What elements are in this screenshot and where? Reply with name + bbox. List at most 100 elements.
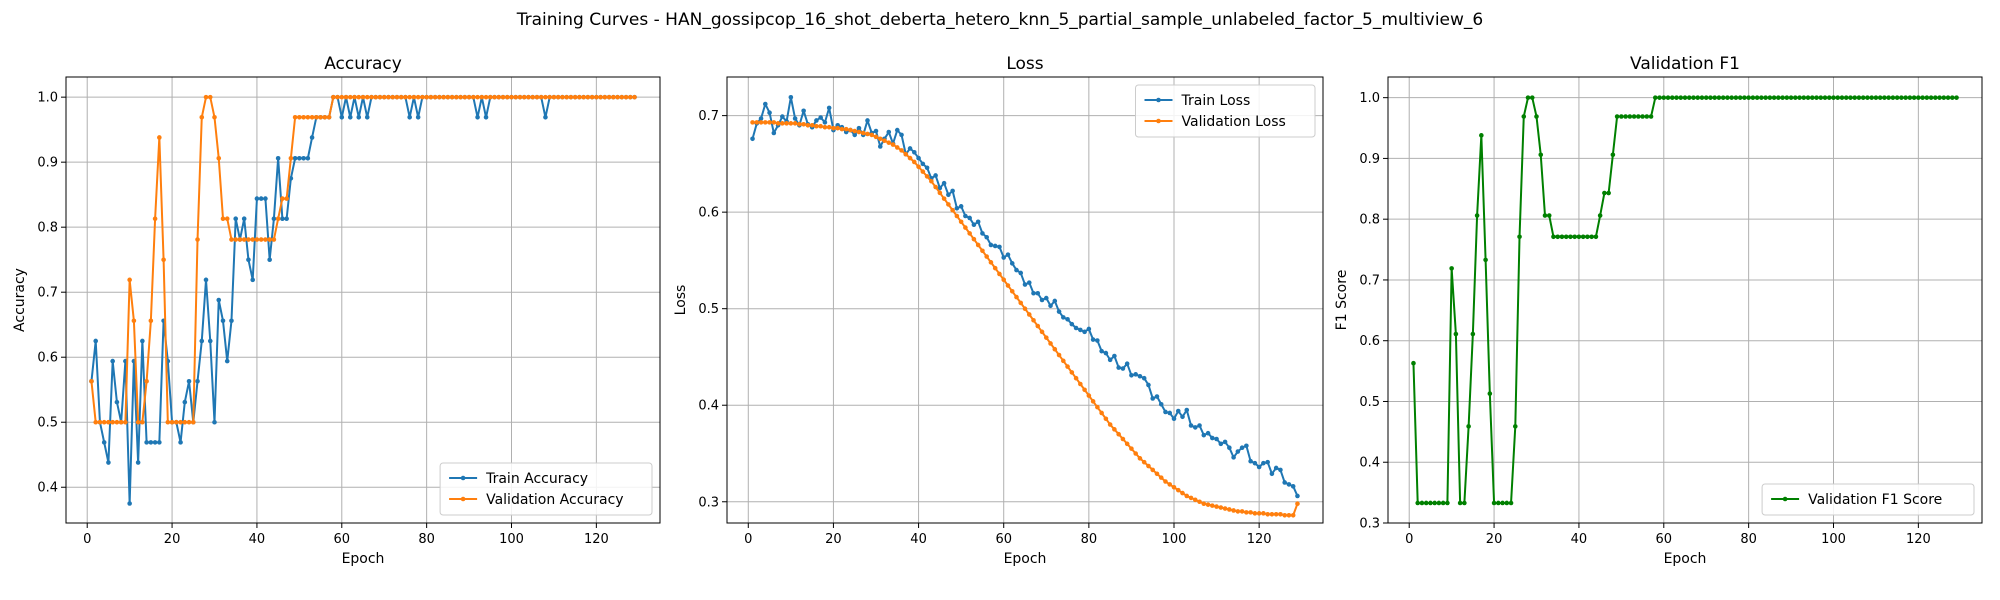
x-tick-label: 60 (334, 532, 351, 547)
data-point (1843, 95, 1849, 100)
data-point (106, 460, 111, 465)
data-point (1848, 95, 1853, 100)
data-point (958, 219, 964, 225)
data-point (581, 94, 586, 100)
data-point (309, 135, 315, 140)
data-point (1877, 95, 1883, 100)
data-point (263, 196, 268, 201)
x-tick-label: 80 (418, 532, 435, 547)
data-point (547, 94, 552, 100)
data-point (1606, 190, 1611, 196)
data-point (946, 202, 951, 207)
data-point (818, 115, 823, 120)
data-point (1065, 317, 1070, 322)
data-point (258, 196, 264, 201)
data-point (1184, 493, 1190, 499)
data-point (907, 155, 913, 161)
data-point (1129, 446, 1134, 451)
data-point (1950, 95, 1955, 100)
data-point (1184, 407, 1190, 413)
legend: Validation F1 Score (1761, 483, 1975, 516)
data-point (1445, 500, 1450, 506)
data-point (148, 440, 154, 445)
series-validation-f1-score (1411, 95, 1959, 506)
data-point (963, 225, 968, 230)
data-point (500, 94, 506, 100)
data-point (1580, 234, 1586, 240)
data-point (602, 94, 608, 100)
data-point (127, 501, 132, 506)
data-point (758, 116, 764, 121)
data-point (771, 130, 777, 136)
data-point (1865, 95, 1870, 100)
data-point (1657, 95, 1662, 100)
data-point (309, 115, 315, 120)
axes-frame (726, 76, 1324, 524)
data-point (589, 94, 595, 100)
data-point (292, 115, 298, 120)
x-tick-label: 100 (499, 532, 524, 547)
data-point (907, 146, 913, 151)
data-point (971, 236, 977, 242)
data-point (780, 121, 785, 126)
data-point (1014, 267, 1019, 273)
data-point (894, 127, 900, 133)
data-point (1052, 346, 1058, 352)
data-point (1256, 511, 1262, 516)
data-point (203, 277, 209, 283)
data-point (1504, 500, 1510, 506)
data-point (767, 120, 772, 125)
data-point (1146, 382, 1151, 388)
data-point (1120, 436, 1126, 442)
data-point (1610, 152, 1616, 158)
y-axis-label: Accuracy (12, 268, 28, 332)
data-point (1210, 435, 1215, 441)
x-tick-label: 60 (1656, 532, 1673, 547)
data-point (475, 94, 480, 100)
data-point (1112, 427, 1117, 432)
data-point (623, 94, 629, 100)
data-point (123, 419, 128, 425)
data-point (1555, 234, 1561, 240)
data-point (1415, 500, 1420, 506)
data-point (1022, 306, 1028, 311)
data-point (1141, 375, 1147, 381)
data-point (135, 460, 141, 465)
data-point (458, 94, 463, 100)
x-tick-label: 100 (1821, 532, 1846, 547)
data-point (428, 94, 434, 100)
data-point (437, 94, 442, 100)
data-point (1661, 95, 1667, 100)
figure-suptitle: Training Curves - HAN_gossipcop_16_shot_… (516, 10, 1484, 30)
data-point (152, 216, 158, 222)
data-point (818, 123, 823, 129)
data-point (1154, 394, 1160, 399)
data-point (835, 125, 840, 131)
data-point (1269, 512, 1275, 517)
data-point (1496, 500, 1501, 506)
data-point (1278, 512, 1283, 517)
data-point (314, 115, 319, 120)
data-point (1585, 234, 1590, 240)
data-point (577, 94, 582, 100)
y-tick-label: 0.8 (37, 221, 58, 236)
data-point (1483, 257, 1488, 263)
data-point (1695, 95, 1701, 100)
data-point (1763, 95, 1768, 100)
data-point (89, 378, 94, 384)
data-point (1056, 309, 1062, 314)
data-point (305, 115, 311, 120)
data-point (801, 122, 806, 127)
x-tick-label: 100 (1162, 532, 1187, 547)
data-point (941, 196, 947, 201)
data-point (1703, 95, 1709, 100)
subplot-loss: 0 20 40 60 80 100 120 0.3 0.4 0.5 0.6 0.7 Loss Epoch L… (673, 54, 1324, 567)
data-point (352, 94, 357, 100)
data-point (1286, 482, 1292, 487)
data-point (997, 244, 1002, 250)
data-point (805, 122, 811, 128)
data-point (997, 271, 1002, 277)
data-point (1512, 424, 1518, 429)
data-point (1018, 270, 1024, 276)
